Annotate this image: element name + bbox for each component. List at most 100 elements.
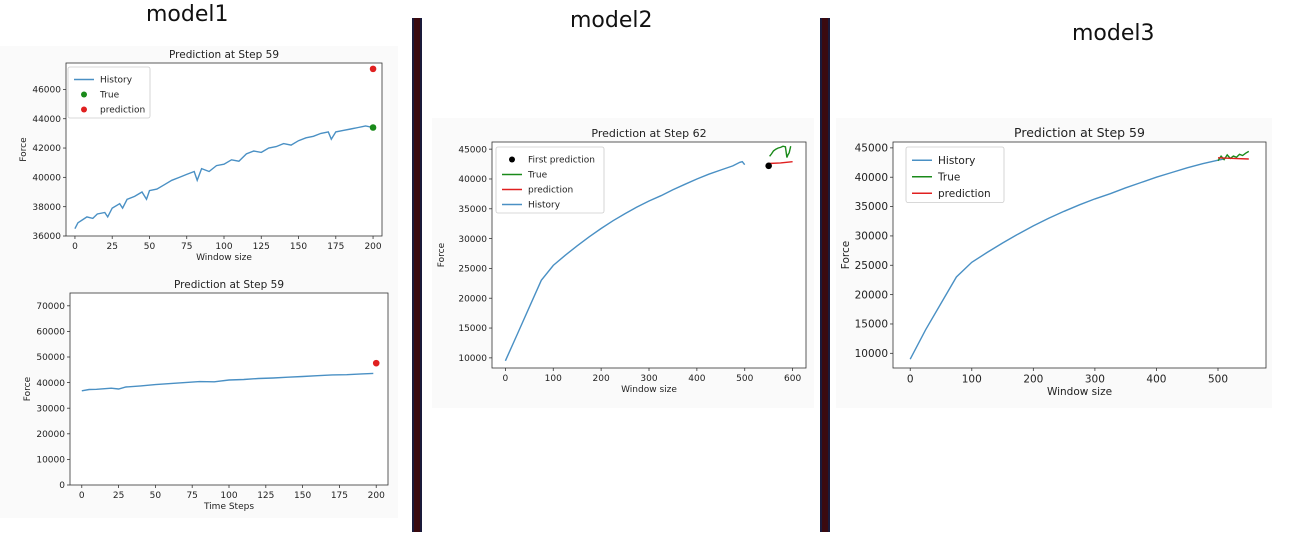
model2-series-true (769, 145, 792, 158)
model1-top-legend-swatch (81, 106, 87, 113)
model3-legend-label: prediction (938, 188, 991, 200)
model1-bottom-xtick-label: 50 (150, 491, 162, 501)
model2-legend-box (495, 146, 605, 214)
model2-ytick-label: 35000 (458, 205, 487, 215)
model2-legend-swatch (509, 156, 515, 163)
model3-xtick-label: 300 (1085, 374, 1105, 386)
model3-xtick-label: 400 (1146, 374, 1166, 386)
model1-top-xtick-label: 0 (72, 242, 78, 252)
model2-series-history (504, 160, 746, 362)
model2-ytick-label: 15000 (458, 324, 487, 334)
model3-xtick-label: 500 (1208, 374, 1228, 386)
model2-legend-label: First prediction (528, 156, 595, 166)
model1-bottom-ytick-label: 30000 (36, 404, 65, 414)
model3-ytick-label: 35000 (855, 201, 888, 213)
model2-xtick-label: 0 (503, 374, 509, 384)
model1-bottom-xtick-label: 150 (294, 491, 311, 501)
model3-xtick-label: 100 (962, 374, 982, 386)
model1-bottom-xtick-label: 100 (220, 491, 237, 501)
model2-series-prediction (768, 161, 793, 165)
model1-top-ytick-label: 44000 (32, 115, 61, 125)
model1-top-series-history (74, 125, 374, 230)
model2-ytick-label: 10000 (458, 354, 487, 364)
model3-ytick-label: 40000 (855, 172, 888, 184)
model2-title: Prediction at Step 62 (591, 127, 706, 140)
model3-ytick-label: 20000 (855, 289, 888, 301)
model1-top-legend-label: True (99, 91, 120, 101)
model2-ytick-label: 45000 (458, 145, 487, 155)
model1-bottom-xtick-label: 200 (368, 491, 385, 501)
model1-bottom-xtick-label: 125 (257, 491, 274, 501)
model1-bottom-ytick-label: 70000 (36, 302, 65, 312)
model1-bottom-ytick-label: 10000 (36, 456, 65, 466)
model1-bottom-xlabel: Time Steps (203, 502, 254, 512)
model1-top-ytick-label: 42000 (32, 144, 61, 154)
model1-top-ytick-label: 46000 (32, 86, 61, 96)
model1-top-xtick-label: 25 (106, 242, 117, 252)
model1-top-xtick-label: 150 (290, 242, 307, 252)
model1-top-xlabel: Window size (196, 253, 252, 263)
model1-top-ytick-label: 38000 (32, 203, 61, 213)
model2-point-first-prediction (765, 162, 772, 170)
model3-legend-label: History (938, 155, 975, 167)
model2-xtick-label: 400 (688, 374, 705, 384)
model1-top-ylabel: Force (19, 137, 29, 162)
model3-xlabel: Window size (1047, 386, 1112, 398)
model3-ytick-label: 45000 (855, 143, 888, 155)
model1-bottom-ylabel: Force (23, 376, 33, 401)
model1-bottom-xtick-label: 175 (331, 491, 348, 501)
model2-xtick-label: 100 (545, 374, 562, 384)
model2-ytick-label: 40000 (458, 175, 487, 185)
model1-bottom-ytick-label: 60000 (36, 328, 65, 338)
model1-bottom-series-history (81, 372, 374, 392)
model1-bottom-ytick-label: 20000 (36, 430, 65, 440)
model2-ytick-label: 30000 (458, 235, 487, 245)
model1-top-xtick-label: 175 (327, 242, 344, 252)
model3-ytick-label: 10000 (855, 348, 888, 360)
model3-xtick-label: 200 (1023, 374, 1043, 386)
model1-top-xtick-label: 125 (253, 242, 270, 252)
model1-top-xtick-label: 75 (181, 242, 192, 252)
panel-divider-right (820, 18, 830, 532)
model2-legend-label: True (527, 171, 548, 181)
model3-series-prediction (1217, 157, 1249, 160)
model1-top-point-prediction (369, 65, 377, 73)
model1-bottom-ytick-label: 40000 (36, 379, 65, 389)
model3-series-history (909, 158, 1225, 360)
model2-legend-label: prediction (528, 186, 573, 196)
model2-xtick-label: 200 (593, 374, 610, 384)
model3-ylabel: Force (840, 241, 852, 269)
model2-ytick-label: 20000 (458, 294, 487, 304)
model2-xtick-label: 500 (736, 374, 753, 384)
model3-ytick-label: 25000 (855, 260, 888, 272)
model1-bottom-title: Prediction at Step 59 (174, 279, 284, 291)
model3-ytick-label: 15000 (855, 319, 888, 331)
model1-bottom-ytick-label: 0 (59, 481, 65, 491)
model1-top-xtick-label: 50 (144, 242, 156, 252)
model2-ytick-label: 25000 (458, 265, 487, 275)
model1-top-xtick-label: 100 (215, 242, 232, 252)
model1-bottom-xtick-label: 75 (186, 491, 197, 501)
model2-xlabel: Window size (621, 385, 677, 395)
model1-top-title: Prediction at Step 59 (169, 49, 279, 61)
model2-ylabel: Force (437, 242, 447, 267)
model1-bottom-plot-area (69, 292, 389, 486)
model1-top-ytick-label: 40000 (32, 174, 61, 184)
model1-top-legend-label: prediction (100, 106, 145, 116)
model3-xtick-label: 0 (907, 374, 914, 386)
model1-bottom-point-prediction (372, 359, 380, 367)
model2-legend-label: History (528, 201, 561, 211)
model1-bottom-ytick-label: 50000 (36, 353, 65, 363)
model1-top-point-true (369, 124, 377, 131)
panel-divider-left (412, 18, 422, 532)
model2-xtick-label: 300 (640, 374, 657, 384)
model1-top-xtick-label: 200 (364, 242, 381, 252)
model3-legend-label: True (937, 171, 960, 183)
model3-heading: model3 (1072, 21, 1155, 46)
model3-ytick-label: 30000 (855, 231, 888, 243)
model2-xtick-label: 600 (784, 374, 801, 384)
model3-title: Prediction at Step 59 (1014, 125, 1145, 140)
model1-bottom-xtick-label: 0 (79, 491, 85, 501)
model1-top-ytick-label: 36000 (32, 232, 61, 242)
